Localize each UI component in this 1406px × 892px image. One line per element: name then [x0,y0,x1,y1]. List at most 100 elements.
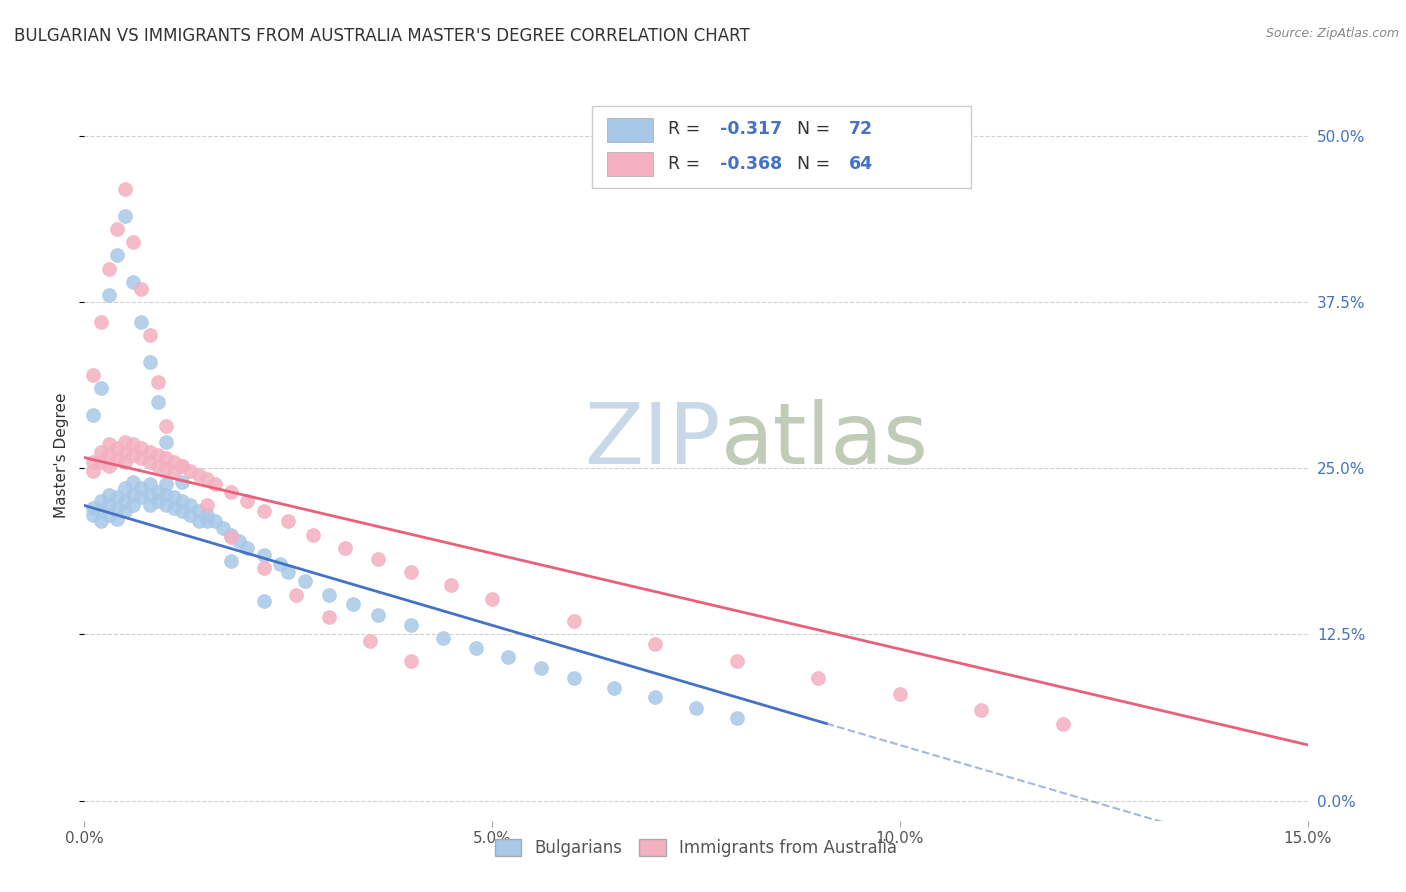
Point [187,467,209,482]
Point [122,235,145,249]
Point [114,454,136,468]
Point [122,437,145,451]
Point [179,508,201,522]
Point [138,355,160,369]
Point [122,448,145,462]
Point [219,527,242,541]
Point [114,445,136,459]
Point [155,418,177,433]
Point [172,458,194,473]
Point [138,454,160,468]
Point [163,491,186,505]
Point [725,711,748,725]
Point [146,458,169,473]
Text: R =: R = [668,120,706,138]
Point [105,222,128,236]
Point [1052,716,1074,731]
Text: atlas: atlas [720,399,928,482]
Point [889,687,911,701]
Point [204,515,226,529]
Point [294,574,316,589]
Text: Source: ZipAtlas.com: Source: ZipAtlas.com [1265,27,1399,40]
Point [114,182,136,196]
Point [195,472,218,486]
Point [97,508,120,522]
Point [131,282,153,296]
Point [105,248,128,262]
Point [399,565,422,579]
Point [97,261,120,276]
Point [90,454,112,468]
Point [97,437,120,451]
Point [131,315,153,329]
Point [122,475,145,489]
Point [236,541,259,555]
Point [163,501,186,516]
Point [172,475,194,489]
Point [725,654,748,668]
Point [970,703,993,717]
Point [335,541,357,555]
Point [195,515,218,529]
Point [195,508,218,522]
Point [90,494,112,508]
Point [342,597,364,611]
Point [285,588,308,602]
Point [301,527,323,541]
Point [163,454,186,468]
Point [219,554,242,568]
Point [367,551,389,566]
Point [179,499,201,513]
Point [269,557,291,571]
Point [172,504,194,518]
Text: -0.317: -0.317 [720,120,783,138]
Point [105,450,128,465]
Point [82,454,104,468]
Point [114,434,136,449]
Point [90,504,112,518]
Y-axis label: Master's Degree: Master's Degree [53,392,69,517]
Text: R =: R = [668,155,706,173]
Point [163,464,186,478]
Point [253,504,276,518]
Point [138,499,160,513]
Point [464,640,486,655]
Point [131,450,153,465]
Point [155,488,177,502]
Point [131,491,153,505]
Point [97,488,120,502]
Point [367,607,389,622]
Point [138,488,160,502]
Point [105,442,128,456]
Point [105,512,128,526]
Point [228,534,250,549]
Text: N =: N = [797,155,837,173]
Point [498,650,520,665]
Text: 72: 72 [849,120,873,138]
Point [114,494,136,508]
Point [90,315,112,329]
Point [97,288,120,302]
Point [105,491,128,505]
Point [131,442,153,456]
Point [82,501,104,516]
Point [562,671,585,685]
Point [114,209,136,223]
Point [122,499,145,513]
Point [644,690,666,704]
Point [90,515,112,529]
Point [644,637,666,651]
Point [399,654,422,668]
Text: ZIP: ZIP [583,399,720,482]
Point [172,494,194,508]
Point [432,632,454,646]
Legend: Bulgarians, Immigrants from Australia: Bulgarians, Immigrants from Australia [488,832,904,863]
Point [82,408,104,422]
Point [155,434,177,449]
Point [187,515,209,529]
Point [138,328,160,343]
Point [172,458,194,473]
Point [122,275,145,289]
Point [146,394,169,409]
Point [179,464,201,478]
